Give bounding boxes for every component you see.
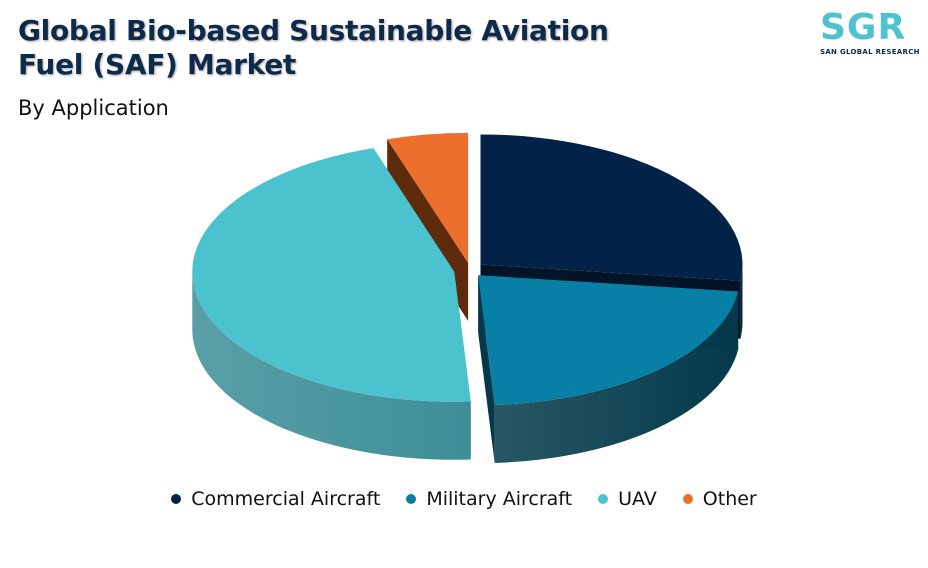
- legend-label-uav: UAV: [618, 488, 657, 510]
- pie-side-military-aircraft: [494, 291, 739, 463]
- pie-slice-commercial-aircraft: [480, 134, 743, 281]
- legend-label-military-aircraft: Military Aircraft: [426, 488, 573, 510]
- legend-label-other: Other: [702, 488, 757, 510]
- pie-side-uav: [192, 271, 471, 460]
- logo-tagline: SAN GLOBAL RESEARCH: [820, 48, 920, 56]
- logo-letters: SGR: [820, 7, 907, 48]
- pie-slice-other: [387, 132, 469, 263]
- chart-title: Global Bio-based Sustainable Aviation Fu…: [18, 14, 609, 81]
- legend-item-commercial-aircraft: Commercial Aircraft: [171, 488, 380, 510]
- legend-label-commercial-aircraft: Commercial Aircraft: [191, 488, 381, 510]
- pie-slice-military-aircraft: [478, 275, 739, 405]
- legend-item-military-aircraft: Military Aircraft: [406, 488, 572, 510]
- legend-marker-commercial-aircraft: [171, 494, 182, 504]
- legend-marker-other: [682, 494, 693, 504]
- pie-slice-uav: [192, 148, 471, 402]
- pie-side-commercial-aircraft: [740, 264, 743, 339]
- legend-marker-military-aircraft: [406, 494, 417, 504]
- chart-subtitle: By Application: [18, 96, 169, 120]
- legend-item-uav: UAV: [598, 488, 657, 510]
- legend-marker-uav: [598, 494, 609, 504]
- legend-item-other: Other: [682, 488, 757, 510]
- pie-cut-face-military-aircraft-1: [478, 275, 495, 463]
- chart-legend: Commercial Aircraft Military Aircraft UAV O…: [0, 488, 928, 510]
- sgr-logo: SGR SAN GLOBAL RESEARCH: [818, 8, 922, 60]
